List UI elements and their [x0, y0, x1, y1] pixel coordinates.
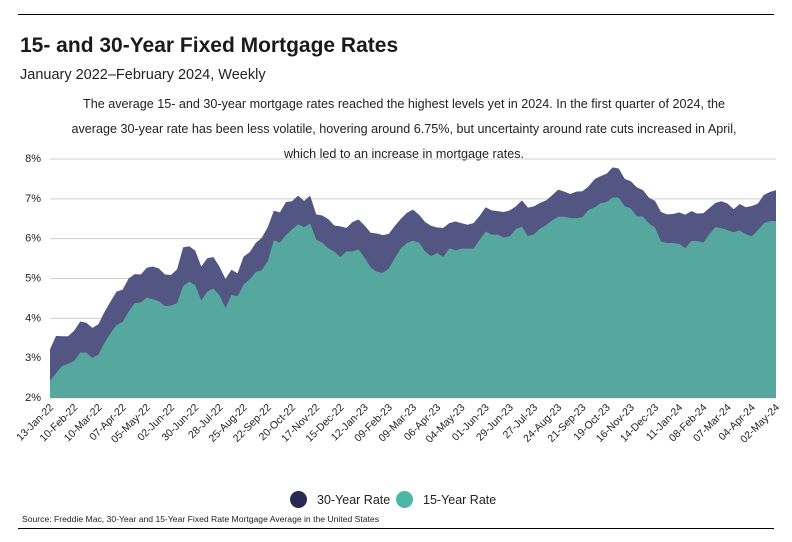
- legend-label-30-year: 30-Year Rate: [317, 492, 391, 507]
- legend-item-30-year: 30-Year Rate: [290, 491, 390, 508]
- y-tick-label: 4%: [25, 312, 41, 324]
- top-rule: [18, 14, 774, 15]
- legend-swatch-30-year: [290, 491, 307, 508]
- y-tick-label: 6%: [25, 233, 41, 245]
- chart-subtitle: January 2022–February 2024, Weekly: [20, 67, 266, 83]
- y-tick-label: 3%: [25, 352, 41, 364]
- y-tick-label: 2%: [25, 392, 41, 404]
- legend: 30-Year Rate 15-Year Rate: [0, 491, 792, 511]
- chart-title: 15- and 30-Year Fixed Mortgage Rates: [20, 34, 399, 57]
- y-tick-label: 5%: [25, 273, 41, 285]
- area-series: [50, 167, 776, 398]
- legend-swatch-15-year: [396, 491, 413, 508]
- y-axis-ticks: 2% 3% 4% 5% 6% 7% 8%: [25, 153, 41, 404]
- bottom-rule: [18, 528, 774, 529]
- x-axis-ticks: 13-Jan-2210-Feb-2210-Mar-2207-Apr-2205-M…: [14, 402, 782, 446]
- legend-label-15-year: 15-Year Rate: [423, 492, 497, 507]
- mortgage-rate-area-chart: 2% 3% 4% 5% 6% 7% 8% 13-Jan-2210-Feb-2210-Mar-…: [14, 153, 782, 446]
- source-note: Source: Freddie Mac, 30-Year and 15-Year…: [22, 514, 380, 524]
- y-tick-label: 8%: [25, 153, 41, 165]
- legend-item-15-year: 15-Year Rate: [396, 491, 496, 508]
- y-tick-label: 7%: [25, 193, 41, 205]
- series-area-15-year: [50, 197, 776, 398]
- chart-description: The average 15- and 30-year mortgage rat…: [71, 97, 737, 161]
